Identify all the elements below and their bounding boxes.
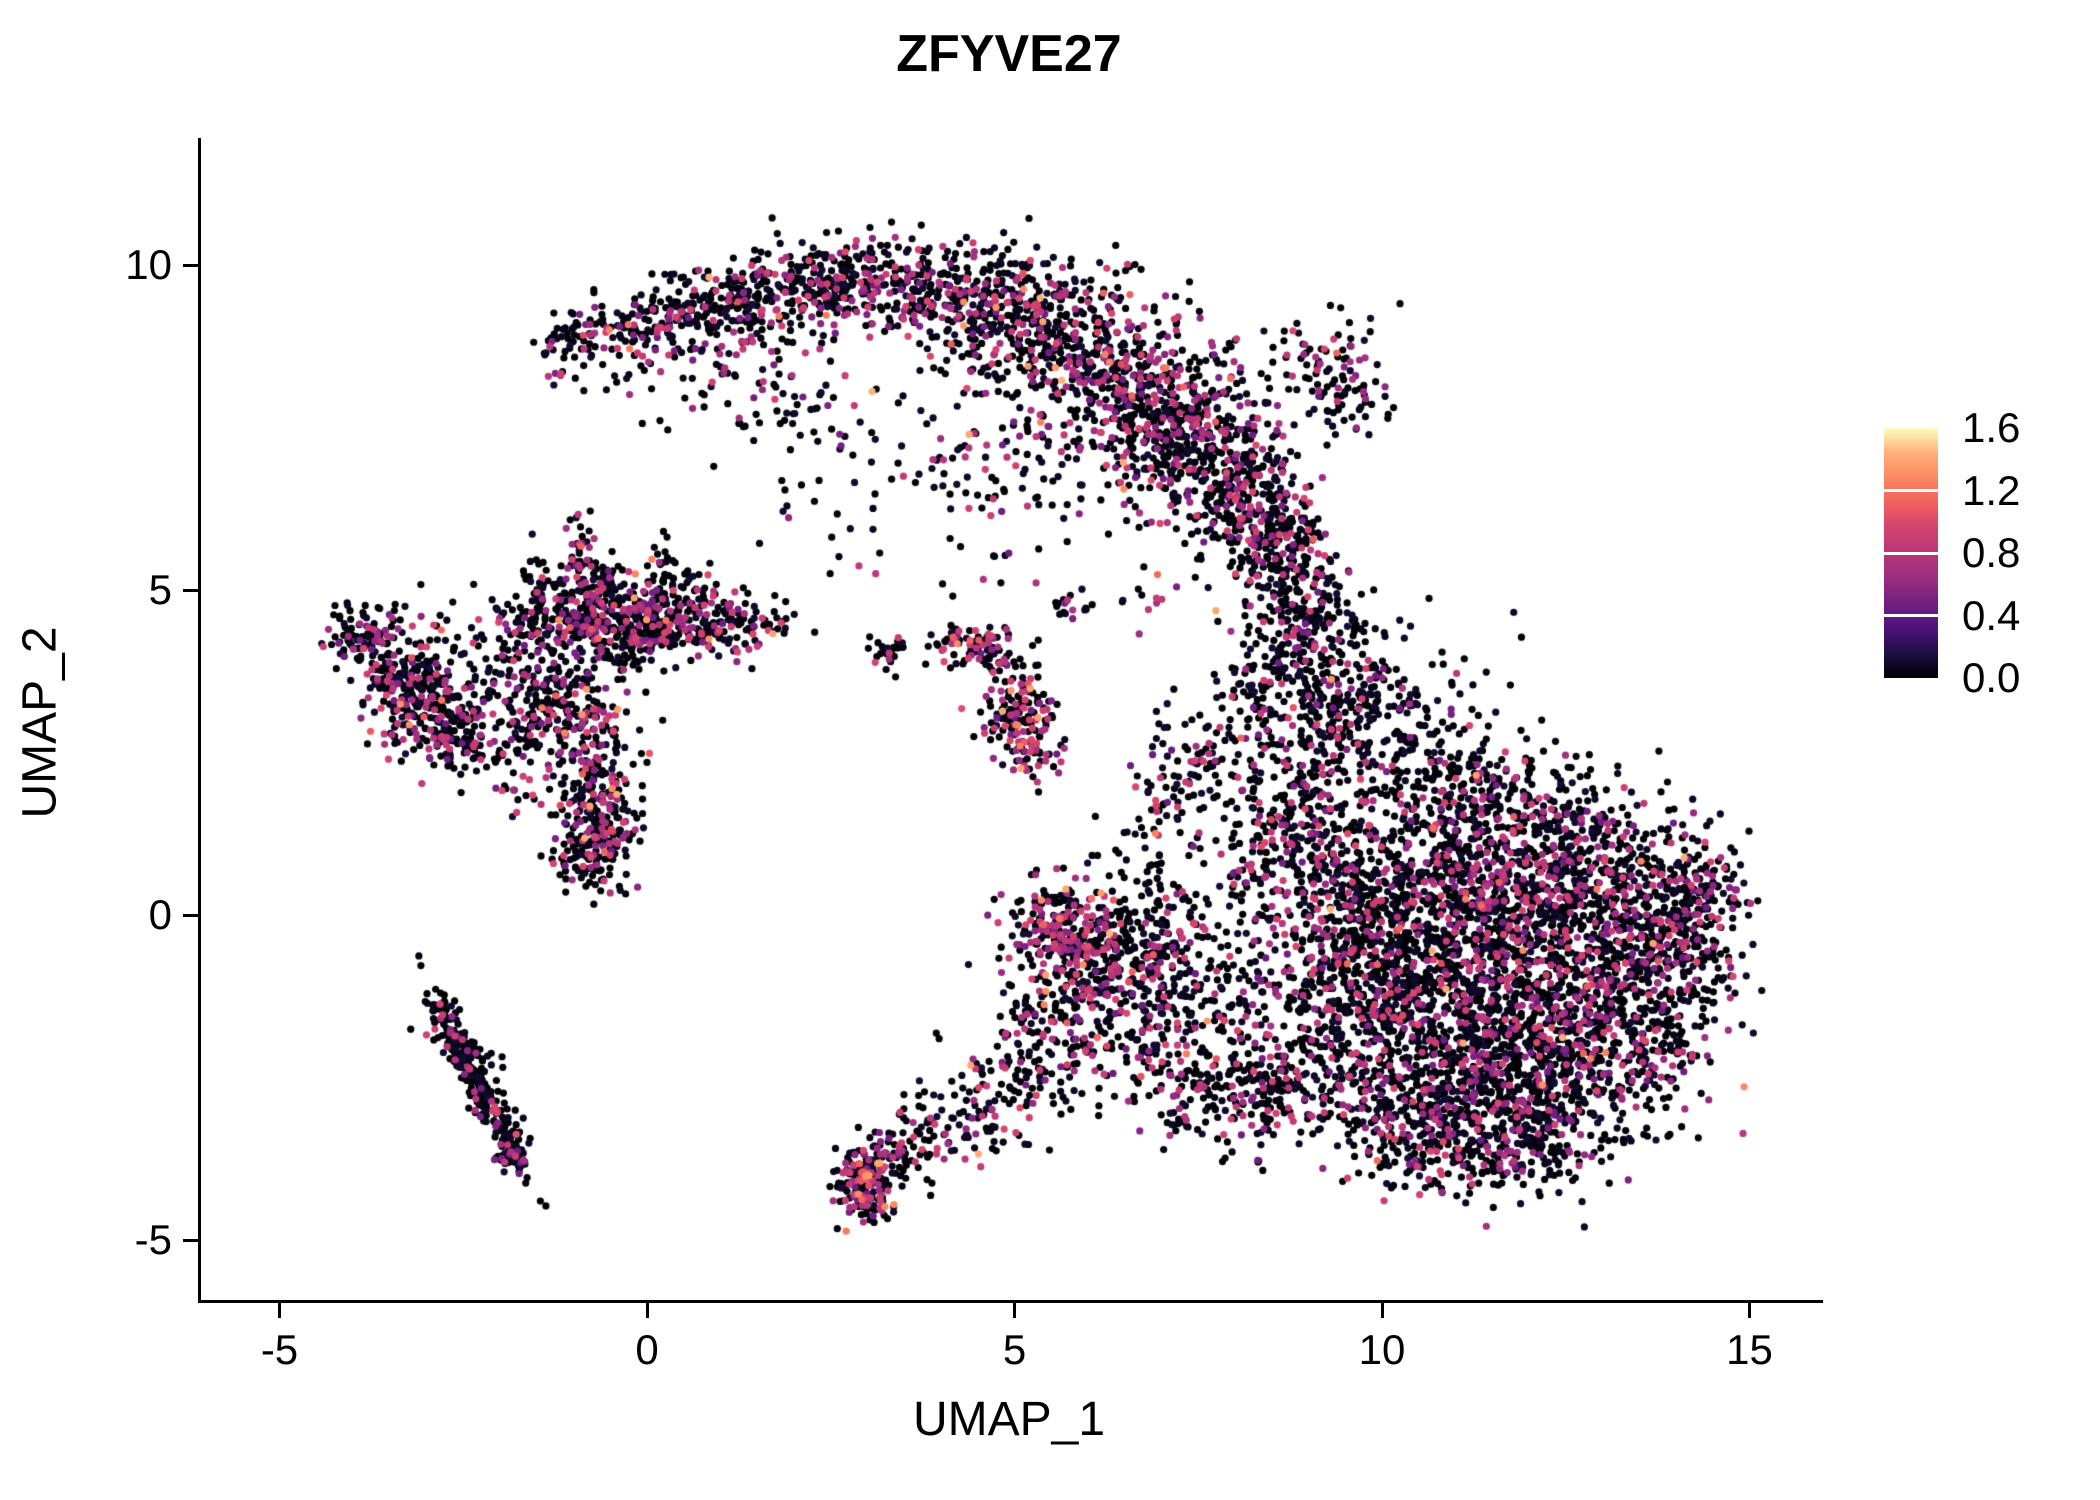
x-tick-label: 15 <box>1726 1326 1773 1373</box>
colorbar-tick-mark <box>1884 489 1938 492</box>
x-tick-mark <box>278 1303 281 1318</box>
y-tick-label: 10 <box>125 241 172 288</box>
y-tick-label: 0 <box>148 891 172 938</box>
colorbar-tick-mark <box>1884 551 1938 555</box>
y-axis-label: UMAP_2 <box>13 626 67 819</box>
x-tick-label: 5 <box>1002 1326 1027 1373</box>
colorbar-tick-label: 0.4 <box>1962 591 2021 639</box>
y-tick-label: -5 <box>134 1216 172 1263</box>
x-tick-label: 0 <box>635 1326 659 1373</box>
y-axis-line <box>198 138 201 1303</box>
colorbar-tick-label: 1.2 <box>1962 466 2021 514</box>
x-tick-mark <box>1380 1303 1384 1318</box>
y-tick-mark <box>183 263 198 267</box>
colorbar-tick-label: 0.0 <box>1962 654 2021 701</box>
x-tick-label: 10 <box>1358 1326 1406 1373</box>
y-tick-label: 5 <box>148 566 172 613</box>
x-tick-mark <box>1748 1303 1751 1318</box>
x-axis-label: UMAP_1 <box>912 1393 1106 1446</box>
y-tick-mark <box>183 588 198 592</box>
colorbar-tick-label: 0.8 <box>1962 529 2021 576</box>
x-tick-mark <box>645 1303 649 1318</box>
colorbar-gradient <box>1884 428 1938 678</box>
x-axis-line <box>198 1300 1823 1303</box>
y-tick-mark <box>183 913 198 917</box>
x-tick-label: -5 <box>260 1326 299 1373</box>
y-tick-mark <box>183 1238 198 1242</box>
colorbar-tick-label: 1.6 <box>1962 404 2021 451</box>
x-tick-mark <box>1013 1303 1016 1318</box>
colorbar-tick-mark <box>1884 614 1938 617</box>
